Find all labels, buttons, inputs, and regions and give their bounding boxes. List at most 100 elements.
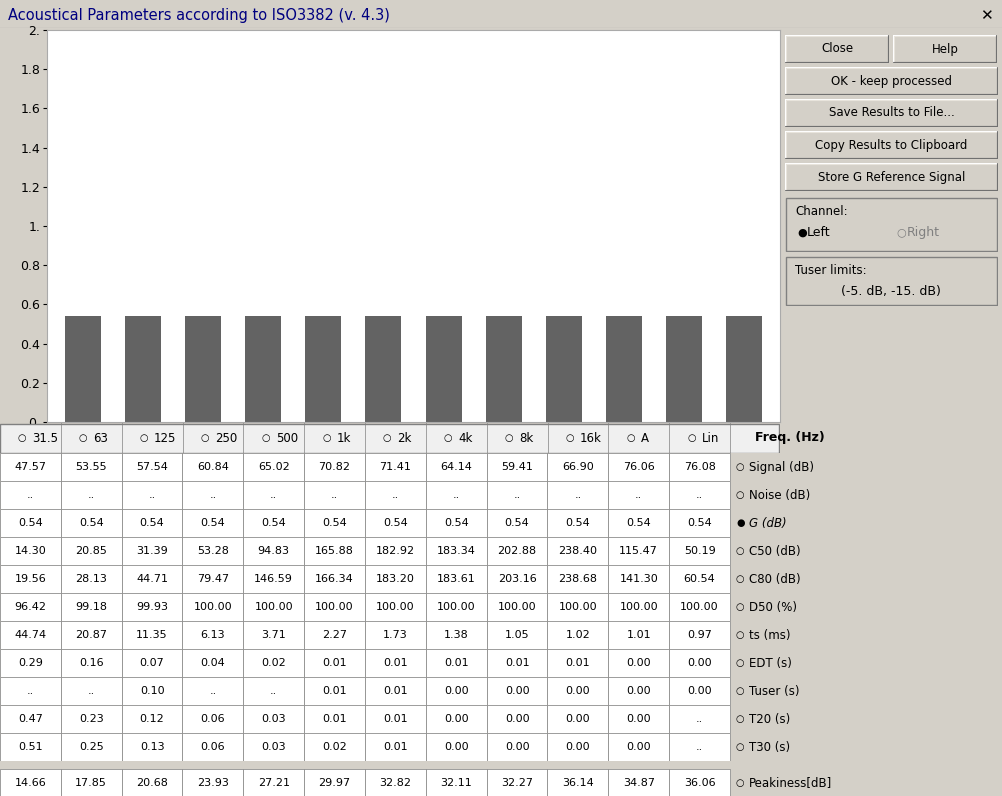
Text: 64.14: 64.14 [440, 462, 472, 472]
Bar [304, 677, 365, 705]
Text: ○: ○ [322, 433, 331, 443]
Text: ○: ○ [735, 686, 743, 696]
Text: D50 (%): D50 (%) [748, 600, 797, 614]
Bar [121, 565, 182, 593]
Text: ○: ○ [735, 490, 743, 500]
Bar [547, 453, 608, 481]
Bar [304, 733, 365, 761]
Text: 0.01: 0.01 [383, 714, 408, 724]
Text: Tuser (s): Tuser (s) [748, 685, 799, 697]
Text: 0.01: 0.01 [444, 658, 468, 668]
Bar [121, 705, 182, 733]
Bar [668, 453, 729, 481]
Bar [304, 565, 365, 593]
Bar [0, 481, 61, 509]
Bar [426, 481, 486, 509]
Bar [605, 316, 641, 422]
Text: ●: ● [797, 228, 806, 238]
Bar [365, 537, 426, 565]
Text: 0.54: 0.54 [626, 518, 650, 528]
Text: 0.00: 0.00 [626, 742, 650, 752]
Text: 0.01: 0.01 [383, 686, 408, 696]
Bar [243, 733, 304, 761]
Text: 0.00: 0.00 [504, 742, 529, 752]
Bar [485, 316, 521, 422]
Bar [668, 537, 729, 565]
Text: 23.93: 23.93 [196, 778, 228, 788]
Text: 0.12: 0.12 [139, 714, 164, 724]
Bar [547, 593, 608, 621]
Text: 0.54: 0.54 [200, 518, 225, 528]
Bar [121, 621, 182, 649]
Bar [305, 316, 341, 422]
Text: ..: .. [452, 490, 459, 500]
Bar [365, 565, 426, 593]
Text: ..: .. [634, 490, 641, 500]
Text: 0.10: 0.10 [139, 686, 164, 696]
Text: 3.71: 3.71 [262, 630, 286, 640]
Bar [125, 316, 161, 422]
Text: 100.00: 100.00 [255, 602, 293, 612]
Bar [182, 509, 243, 537]
Bar [545, 316, 581, 422]
Text: 0.03: 0.03 [262, 714, 286, 724]
Bar [426, 509, 486, 537]
Text: 125: 125 [154, 431, 176, 444]
Bar [365, 509, 426, 537]
Bar [121, 537, 182, 565]
Text: ..: .. [209, 490, 216, 500]
Text: 0.00: 0.00 [686, 686, 711, 696]
Text: EDT (s): EDT (s) [748, 657, 792, 669]
Bar [304, 621, 365, 649]
Text: 100.00: 100.00 [497, 602, 536, 612]
Text: 0.00: 0.00 [565, 714, 589, 724]
Bar [61, 453, 121, 481]
Bar [425, 316, 461, 422]
Bar [65, 316, 101, 422]
Bar [61, 769, 121, 796]
Text: 1.38: 1.38 [444, 630, 468, 640]
Text: 59.41: 59.41 [501, 462, 532, 472]
Text: A: A [640, 431, 648, 444]
Bar [486, 509, 547, 537]
Bar [547, 565, 608, 593]
Bar [486, 705, 547, 733]
Bar [121, 769, 182, 796]
Text: Acoustical Parameters according to ISO3382 (v. 4.3): Acoustical Parameters according to ISO33… [8, 8, 390, 23]
Text: Channel:: Channel: [795, 205, 847, 218]
Bar [725, 316, 762, 422]
Text: ..: .. [27, 686, 34, 696]
Bar [426, 621, 486, 649]
Bar [304, 769, 365, 796]
Bar [304, 509, 365, 537]
Text: 100.00: 100.00 [558, 602, 596, 612]
Text: 0.54: 0.54 [383, 518, 408, 528]
Text: ○: ○ [200, 433, 208, 443]
Bar [365, 649, 426, 677]
Bar [182, 621, 243, 649]
Text: 0.97: 0.97 [686, 630, 711, 640]
Text: 141.30: 141.30 [619, 574, 657, 584]
Text: 0.13: 0.13 [139, 742, 164, 752]
Bar [665, 316, 701, 422]
Text: Close: Close [820, 42, 853, 56]
Bar [61, 565, 121, 593]
Text: 36.06: 36.06 [683, 778, 714, 788]
Text: 0.16: 0.16 [79, 658, 103, 668]
Text: 79.47: 79.47 [196, 574, 228, 584]
Text: 11.35: 11.35 [136, 630, 167, 640]
Text: 0.01: 0.01 [383, 742, 408, 752]
Text: 100.00: 100.00 [193, 602, 232, 612]
Bar [185, 316, 221, 422]
Text: 1.02: 1.02 [565, 630, 590, 640]
Text: ○: ○ [735, 574, 743, 584]
Bar [243, 705, 304, 733]
Text: ○: ○ [504, 433, 513, 443]
Text: 0.07: 0.07 [139, 658, 164, 668]
Text: 2k: 2k [397, 431, 412, 444]
Text: 76.08: 76.08 [683, 462, 714, 472]
Bar [426, 649, 486, 677]
Bar [547, 769, 608, 796]
Text: 96.42: 96.42 [14, 602, 46, 612]
Text: ○: ○ [735, 630, 743, 640]
